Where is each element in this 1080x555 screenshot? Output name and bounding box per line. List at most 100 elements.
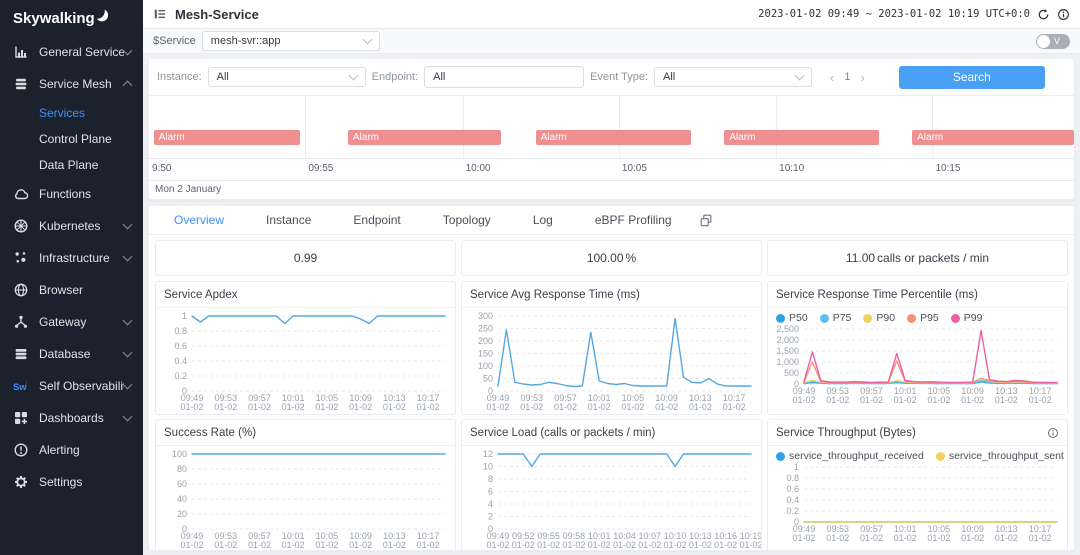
service-select[interactable]: mesh-svr::app — [201, 31, 380, 51]
chart-canvas: 00.20.40.60.8109:4901-0209:5301-0209:570… — [786, 462, 1058, 543]
chart-card-success-rate: Success Rate (%) 0 20 40 60 80 100 09:49 01-02 09… — [155, 419, 456, 550]
alarm-event-bar[interactable]: Alarm — [347, 130, 502, 145]
next-page-icon[interactable]: › — [860, 69, 865, 85]
sidebar-item-self-observability[interactable]: Sw Self Observability — [0, 370, 143, 402]
gateway-icon — [13, 314, 29, 330]
legend-item-service-throughput-sent[interactable]: service_throughput_sent — [935, 450, 1064, 462]
chart-title: Service Avg Response Time (ms) — [470, 288, 640, 301]
sidebar-subitem-data-plane[interactable]: Data Plane — [39, 158, 99, 172]
svg-text:10:01: 10:01 — [588, 531, 611, 541]
events-panel: Instance: All Endpoint: Event Type: All … — [148, 58, 1075, 200]
svg-text:01-02: 01-02 — [180, 402, 203, 412]
legend-item-p95[interactable]: P95 — [907, 312, 939, 324]
sidebar-item-kubernetes[interactable]: Kubernetes — [0, 210, 143, 242]
top-header: Mesh-Service 2023-01-02 09:49 ~ 2023-01-… — [143, 0, 1080, 29]
legend-item-service-throughput-received[interactable]: service_throughput_received — [776, 450, 924, 462]
prev-page-icon[interactable]: ‹ — [830, 69, 835, 85]
metric-card: 100.00% — [461, 240, 762, 276]
sidebar-item-alerting[interactable]: Alerting — [0, 434, 143, 466]
alarm-event-bar[interactable]: Alarm — [535, 130, 692, 145]
collapse-sidebar-icon[interactable] — [153, 7, 167, 21]
sidebar-item-browser[interactable]: Browser — [0, 274, 143, 306]
svg-text:09:49: 09:49 — [793, 386, 816, 396]
svg-text:09:58: 09:58 — [563, 531, 586, 541]
svg-text:0.2: 0.2 — [786, 506, 799, 516]
instance-filter-label: Instance: — [157, 71, 202, 83]
legend-item-p99[interactable]: P99 — [950, 312, 982, 324]
svg-text:01-02: 01-02 — [894, 533, 917, 543]
svg-text:01-02: 01-02 — [961, 395, 984, 405]
chart-header: Service Response Time Percentile (ms) — [768, 282, 1067, 308]
sidebar-subitem-control-plane[interactable]: Control Plane — [39, 132, 112, 146]
endpoint-input[interactable] — [424, 66, 585, 88]
chart-title: Service Response Time Percentile (ms) — [776, 288, 978, 301]
sidebar-item-label: Dashboards — [39, 411, 104, 425]
timeline-date-label: Mon 2 January — [149, 180, 1074, 199]
chart-header: Success Rate (%) — [156, 420, 455, 446]
svg-text:10:01: 10:01 — [894, 524, 917, 534]
tab-ebpf-profiling[interactable]: eBPF Profiling — [594, 213, 672, 227]
tab-overview[interactable]: Overview — [174, 213, 225, 227]
sidebar-item-label: Infrastructure — [39, 251, 110, 265]
svg-text:10:19: 10:19 — [740, 531, 761, 541]
instance-select-value: All — [216, 71, 229, 83]
sidebar-item-general-service[interactable]: General Service — [0, 36, 143, 68]
svg-text:0: 0 — [182, 524, 187, 534]
chevron-down-icon — [122, 251, 133, 262]
svg-text:01-02: 01-02 — [995, 533, 1018, 543]
sidebar-item-settings[interactable]: Settings — [0, 466, 143, 498]
sidebar: Skywalking General Service Service Mesh Se… — [0, 0, 143, 555]
pagination: ‹ 1 › — [830, 70, 865, 85]
tab-topology[interactable]: Topology — [442, 213, 491, 227]
sidebar-item-service-mesh[interactable]: Service Mesh — [0, 68, 143, 100]
search-button[interactable]: Search — [898, 65, 1045, 89]
alarm-event-bar[interactable]: Alarm — [153, 130, 300, 145]
svg-text:01-02: 01-02 — [621, 402, 644, 412]
info-icon[interactable] — [1057, 8, 1070, 21]
legend-item-p75[interactable]: P75 — [819, 312, 851, 324]
alarm-event-bar[interactable]: Alarm — [912, 130, 1074, 145]
chart-card-service-load-calls-or-packets-min: Service Load (calls or packets / min) 0 2 4… — [461, 419, 762, 550]
refresh-icon[interactable] — [1037, 8, 1050, 21]
svg-text:10:01: 10:01 — [282, 531, 305, 541]
svg-text:0: 0 — [794, 379, 799, 389]
info-icon[interactable] — [1047, 427, 1059, 439]
event-type-select[interactable]: All — [654, 67, 813, 87]
tab-log[interactable]: Log — [532, 213, 553, 227]
svg-text:10:09: 10:09 — [961, 386, 984, 396]
svg-text:01-02: 01-02 — [655, 402, 678, 412]
sidebar-item-gateway[interactable]: Gateway — [0, 306, 143, 338]
sidebar-item-dashboards[interactable]: Dashboards — [0, 402, 143, 434]
chevron-down-icon — [348, 70, 359, 81]
svg-text:01-02: 01-02 — [417, 402, 440, 412]
alarm-event-bar[interactable]: Alarm — [724, 130, 879, 145]
page-number[interactable]: 1 — [844, 71, 851, 83]
svg-text:0.2: 0.2 — [174, 371, 187, 381]
legend-item-p50[interactable]: P50 — [776, 312, 808, 324]
tab-endpoint[interactable]: Endpoint — [353, 213, 401, 227]
version-toggle[interactable]: V — [1036, 33, 1070, 49]
legend-item-p90[interactable]: P90 — [863, 312, 895, 324]
instance-select[interactable]: All — [207, 67, 366, 87]
time-range-picker[interactable]: 2023-01-02 09:49 ~ 2023-01-02 10:19 UTC+… — [758, 8, 1030, 20]
chart-title: Service Apdex — [164, 288, 238, 301]
app-logo-text: Skywalking — [13, 9, 95, 27]
svg-text:01-02: 01-02 — [554, 402, 577, 412]
sidebar-item-functions[interactable]: Functions — [0, 178, 143, 210]
svg-text:10:07: 10:07 — [639, 531, 662, 541]
svg-text:10:01: 10:01 — [894, 386, 917, 396]
chart-canvas: 00.20.40.60.8109:4901-0209:5301-0209:570… — [174, 311, 446, 412]
metric-value: 0.99 — [293, 251, 318, 265]
legend-label: P50 — [789, 312, 808, 324]
sidebar-item-database[interactable]: Database — [0, 338, 143, 370]
tabs-bar: Overview Instance Endpoint Topology Log eBPF … — [149, 206, 1074, 235]
tab-instance[interactable]: Instance — [266, 213, 312, 227]
duplicate-dashboard-icon[interactable] — [699, 213, 713, 227]
svg-text:80: 80 — [177, 464, 187, 474]
sidebar-item-label: Functions — [39, 187, 92, 201]
sidebar-subitem-services[interactable]: Services — [39, 106, 86, 120]
svg-text:100: 100 — [172, 449, 187, 459]
sidebar-item-infrastructure[interactable]: Infrastructure — [0, 242, 143, 274]
svg-text:09:57: 09:57 — [860, 386, 883, 396]
sidebar-item-label: Service Mesh — [39, 77, 112, 91]
